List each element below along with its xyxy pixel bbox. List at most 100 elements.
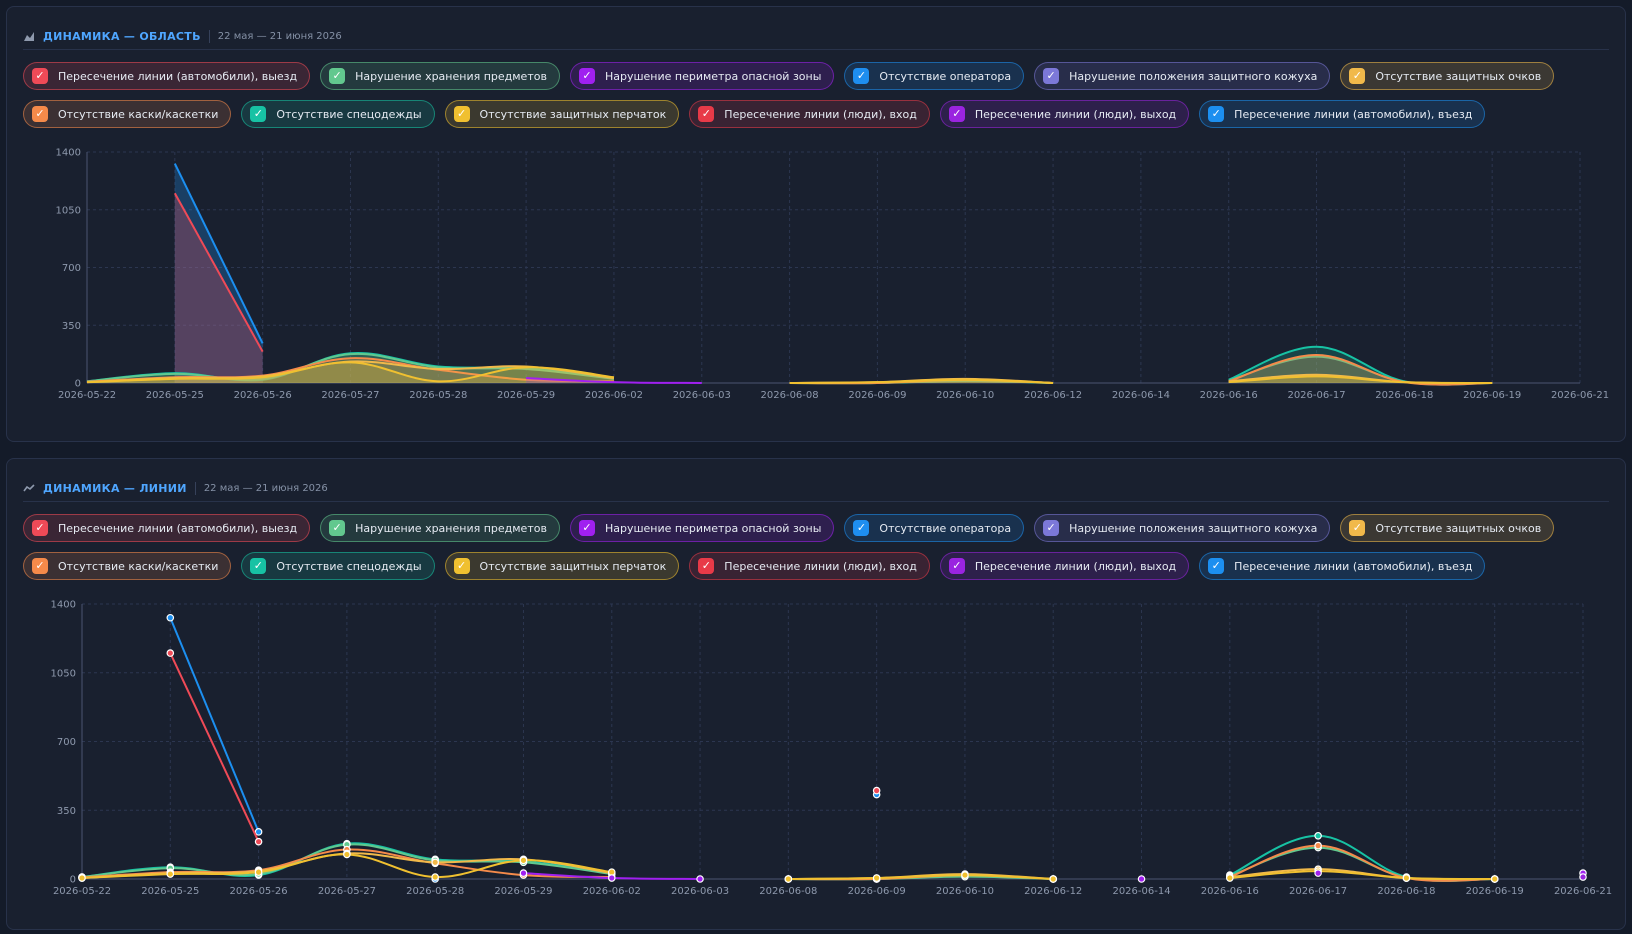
series-cars-exit [173,192,264,383]
y-tick-label: 0 [70,875,76,886]
data-point [607,874,616,882]
x-tick-label: 2026-06-03 [671,886,729,897]
legend-label: Отсутствие защитных очков [1375,521,1542,535]
legend-label: Нарушение хранения предметов [355,69,547,83]
legend-item-glasses[interactable]: ✓ Отсутствие защитных очков [1340,514,1555,542]
x-tick-label: 2026-05-25 [141,886,199,897]
panel-title: ДИНАМИКА — ЛИНИИ [43,481,196,495]
x-tick-label: 2026-06-14 [1112,886,1170,897]
legend-item-cover[interactable]: ✓ Нарушение положения защитного кожуха [1034,514,1331,542]
legend-label: Нарушение периметра опасной зоны [604,521,822,535]
checkbox-icon[interactable]: ✓ [948,106,965,122]
panel-header: ДИНАМИКА — ОБЛАСТЬ 22 мая — 21 июня 2026 [23,23,1609,50]
legend-item-gloves[interactable]: ✓ Отсутствие защитных перчаток [444,552,680,580]
legend: ✓ Пересечение линии (автомобили), выезд ✓ Н… [23,62,1609,128]
checkbox-icon[interactable]: ✓ [453,558,470,574]
checkbox-icon[interactable]: ✓ [853,520,870,536]
checkbox-icon[interactable]: ✓ [948,558,965,574]
data-point [1402,874,1411,882]
checkbox-icon[interactable]: ✓ [1349,520,1366,536]
series-line [526,377,702,384]
legend-item-storage[interactable]: ✓ Нарушение хранения предметов [320,514,560,542]
y-tick-label: 1050 [56,205,81,216]
data-point [519,869,528,877]
checkbox-icon[interactable]: ✓ [250,106,267,122]
series-line [1228,353,1493,386]
legend-item-gloves[interactable]: ✓ Отсутствие защитных перчаток [444,100,680,128]
checkbox-icon[interactable]: ✓ [853,68,870,84]
x-tick-label: 2026-06-08 [761,390,819,401]
legend-item-perimeter[interactable]: ✓ Нарушение периметра опасной зоны [569,62,835,90]
checkbox-icon[interactable]: ✓ [32,68,48,84]
data-point [254,837,263,846]
legend-label: Отсутствие оператора [879,521,1012,535]
legend-item-helmet[interactable]: ✓ Отсутствие каски/каскетки [23,100,232,128]
checkbox-icon[interactable]: ✓ [1043,68,1060,84]
checkbox-icon[interactable]: ✓ [1208,106,1225,122]
panel-date-range: 22 мая — 21 июня 2026 [203,482,328,494]
legend-label: Отсутствие спецодежды [276,559,422,573]
data-point [696,875,704,883]
legend-label: Пересечение линии (автомобили), выезд [58,69,298,83]
x-tick-label: 2026-06-17 [1289,886,1347,897]
x-tick-label: 2026-06-10 [936,886,994,897]
legend-item-perimeter[interactable]: ✓ Нарушение периметра опасной зоны [569,514,835,542]
data-point [254,828,263,836]
x-tick-label: 2026-06-08 [759,886,817,897]
legend-item-people-in[interactable]: ✓ Пересечение линии (люди), вход [689,552,930,580]
series-line [1229,870,1495,880]
legend-item-people-out[interactable]: ✓ Пересечение линии (люди), выход [939,552,1190,580]
legend-item-cover[interactable]: ✓ Нарушение положения защитного кожуха [1034,62,1331,90]
legend-label: Отсутствие защитных перчаток [479,559,667,573]
legend-item-people-out[interactable]: ✓ Пересечение линии (люди), выход [939,100,1190,128]
checkbox-icon[interactable]: ✓ [453,106,470,122]
x-tick-label: 2026-06-03 [673,390,731,401]
checkbox-icon[interactable]: ✓ [250,558,267,574]
x-tick-label: 2026-06-12 [1024,886,1082,897]
checkbox-icon[interactable]: ✓ [698,106,715,122]
legend-item-helmet[interactable]: ✓ Отсутствие каски/каскетки [23,552,232,580]
legend-item-storage[interactable]: ✓ Нарушение хранения предметов [320,62,560,90]
legend-item-operator[interactable]: ✓ Отсутствие оператора [844,62,1025,90]
data-point [1490,875,1499,883]
legend-label: Отсутствие каски/каскетки [58,107,219,121]
checkbox-icon[interactable]: ✓ [1043,520,1060,536]
legend-item-uniform[interactable]: ✓ Отсутствие спецодежды [241,552,435,580]
y-tick-label: 350 [57,806,76,817]
x-tick-label: 2026-06-18 [1375,390,1433,401]
x-tick-label: 2026-06-02 [583,886,641,897]
legend-item-people-in[interactable]: ✓ Пересечение линии (люди), вход [689,100,930,128]
checkbox-icon[interactable]: ✓ [32,558,48,574]
area-fill [174,193,263,383]
data-point [784,875,793,883]
area-chart: 0 350 700 1050 1400 2026-05-22 2026-05-25 2026-… [56,148,1610,402]
legend-item-cars-entry[interactable]: ✓ Пересечение линии (автомобили), въезд [1199,100,1486,128]
checkbox-icon[interactable]: ✓ [1349,68,1366,84]
legend-item-operator[interactable]: ✓ Отсутствие оператора [844,514,1025,542]
x-tick-label: 2026-06-21 [1554,886,1612,897]
checkbox-icon[interactable]: ✓ [329,68,346,84]
checkbox-icon[interactable]: ✓ [32,520,48,536]
checkbox-icon[interactable]: ✓ [32,106,48,122]
checkbox-icon[interactable]: ✓ [329,520,346,536]
checkbox-icon[interactable]: ✓ [698,558,715,574]
legend-item-uniform[interactable]: ✓ Отсутствие спецодежды [241,100,435,128]
x-tick-label: 2026-06-19 [1466,886,1524,897]
legend: ✓ Пересечение линии (автомобили), выезд ✓ Н… [23,514,1609,580]
legend-item-cars-entry[interactable]: ✓ Пересечение линии (автомобили), въезд [1199,552,1486,580]
legend-item-cars-exit[interactable]: ✓ Пересечение линии (автомобили), выезд [23,62,311,90]
x-tick-label: 2026-06-09 [848,886,906,897]
legend-item-cars-exit[interactable]: ✓ Пересечение линии (автомобили), выезд [23,514,311,542]
legend-item-glasses[interactable]: ✓ Отсутствие защитных очков [1340,62,1555,90]
checkbox-icon[interactable]: ✓ [1208,558,1225,574]
x-tick-label: 2026-05-27 [318,886,376,897]
data-point [1314,841,1322,850]
grid [81,603,1584,880]
panel-title: ДИНАМИКА — ОБЛАСТЬ [43,29,210,43]
series-gloves [78,850,1499,883]
checkbox-icon[interactable]: ✓ [578,520,595,536]
legend-label: Пересечение линии (автомобили), выезд [58,521,298,535]
x-tick-label: 2026-06-18 [1377,886,1435,897]
checkbox-icon[interactable]: ✓ [578,68,595,84]
data-point [431,858,439,867]
